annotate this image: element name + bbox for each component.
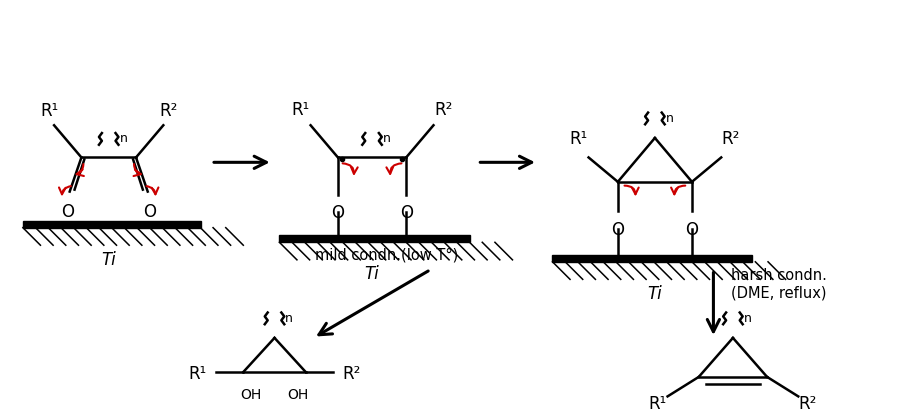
Text: O: O bbox=[332, 204, 344, 222]
Text: harsh condn.
(DME, reflux): harsh condn. (DME, reflux) bbox=[731, 268, 827, 300]
Text: R¹: R¹ bbox=[188, 365, 207, 383]
Text: O: O bbox=[400, 204, 413, 222]
Text: n: n bbox=[120, 132, 128, 145]
Text: O: O bbox=[612, 221, 624, 239]
Text: n: n bbox=[744, 312, 751, 325]
Text: OH: OH bbox=[240, 388, 262, 402]
Bar bbox=[279, 235, 469, 242]
Text: R²: R² bbox=[799, 395, 817, 413]
Text: R¹: R¹ bbox=[292, 101, 310, 120]
Text: R²: R² bbox=[342, 365, 361, 383]
Text: O: O bbox=[62, 203, 74, 221]
Text: Ti: Ti bbox=[101, 251, 116, 269]
Text: Ti: Ti bbox=[365, 266, 380, 283]
Text: R¹: R¹ bbox=[649, 395, 667, 413]
Text: O: O bbox=[143, 203, 156, 221]
Bar bbox=[553, 255, 752, 262]
Text: n: n bbox=[666, 112, 673, 125]
Text: n: n bbox=[285, 312, 294, 325]
Bar bbox=[23, 221, 201, 228]
Text: R²: R² bbox=[434, 101, 452, 120]
Text: O: O bbox=[686, 221, 699, 239]
Text: R²: R² bbox=[159, 103, 178, 120]
Text: R¹: R¹ bbox=[570, 130, 588, 148]
Text: R²: R² bbox=[722, 130, 740, 148]
Text: Ti: Ti bbox=[648, 285, 662, 303]
Text: OH: OH bbox=[287, 388, 309, 402]
Text: n: n bbox=[382, 132, 390, 145]
Text: mild condn.(low T°): mild condn.(low T°) bbox=[315, 248, 458, 263]
Text: R¹: R¹ bbox=[40, 103, 58, 120]
